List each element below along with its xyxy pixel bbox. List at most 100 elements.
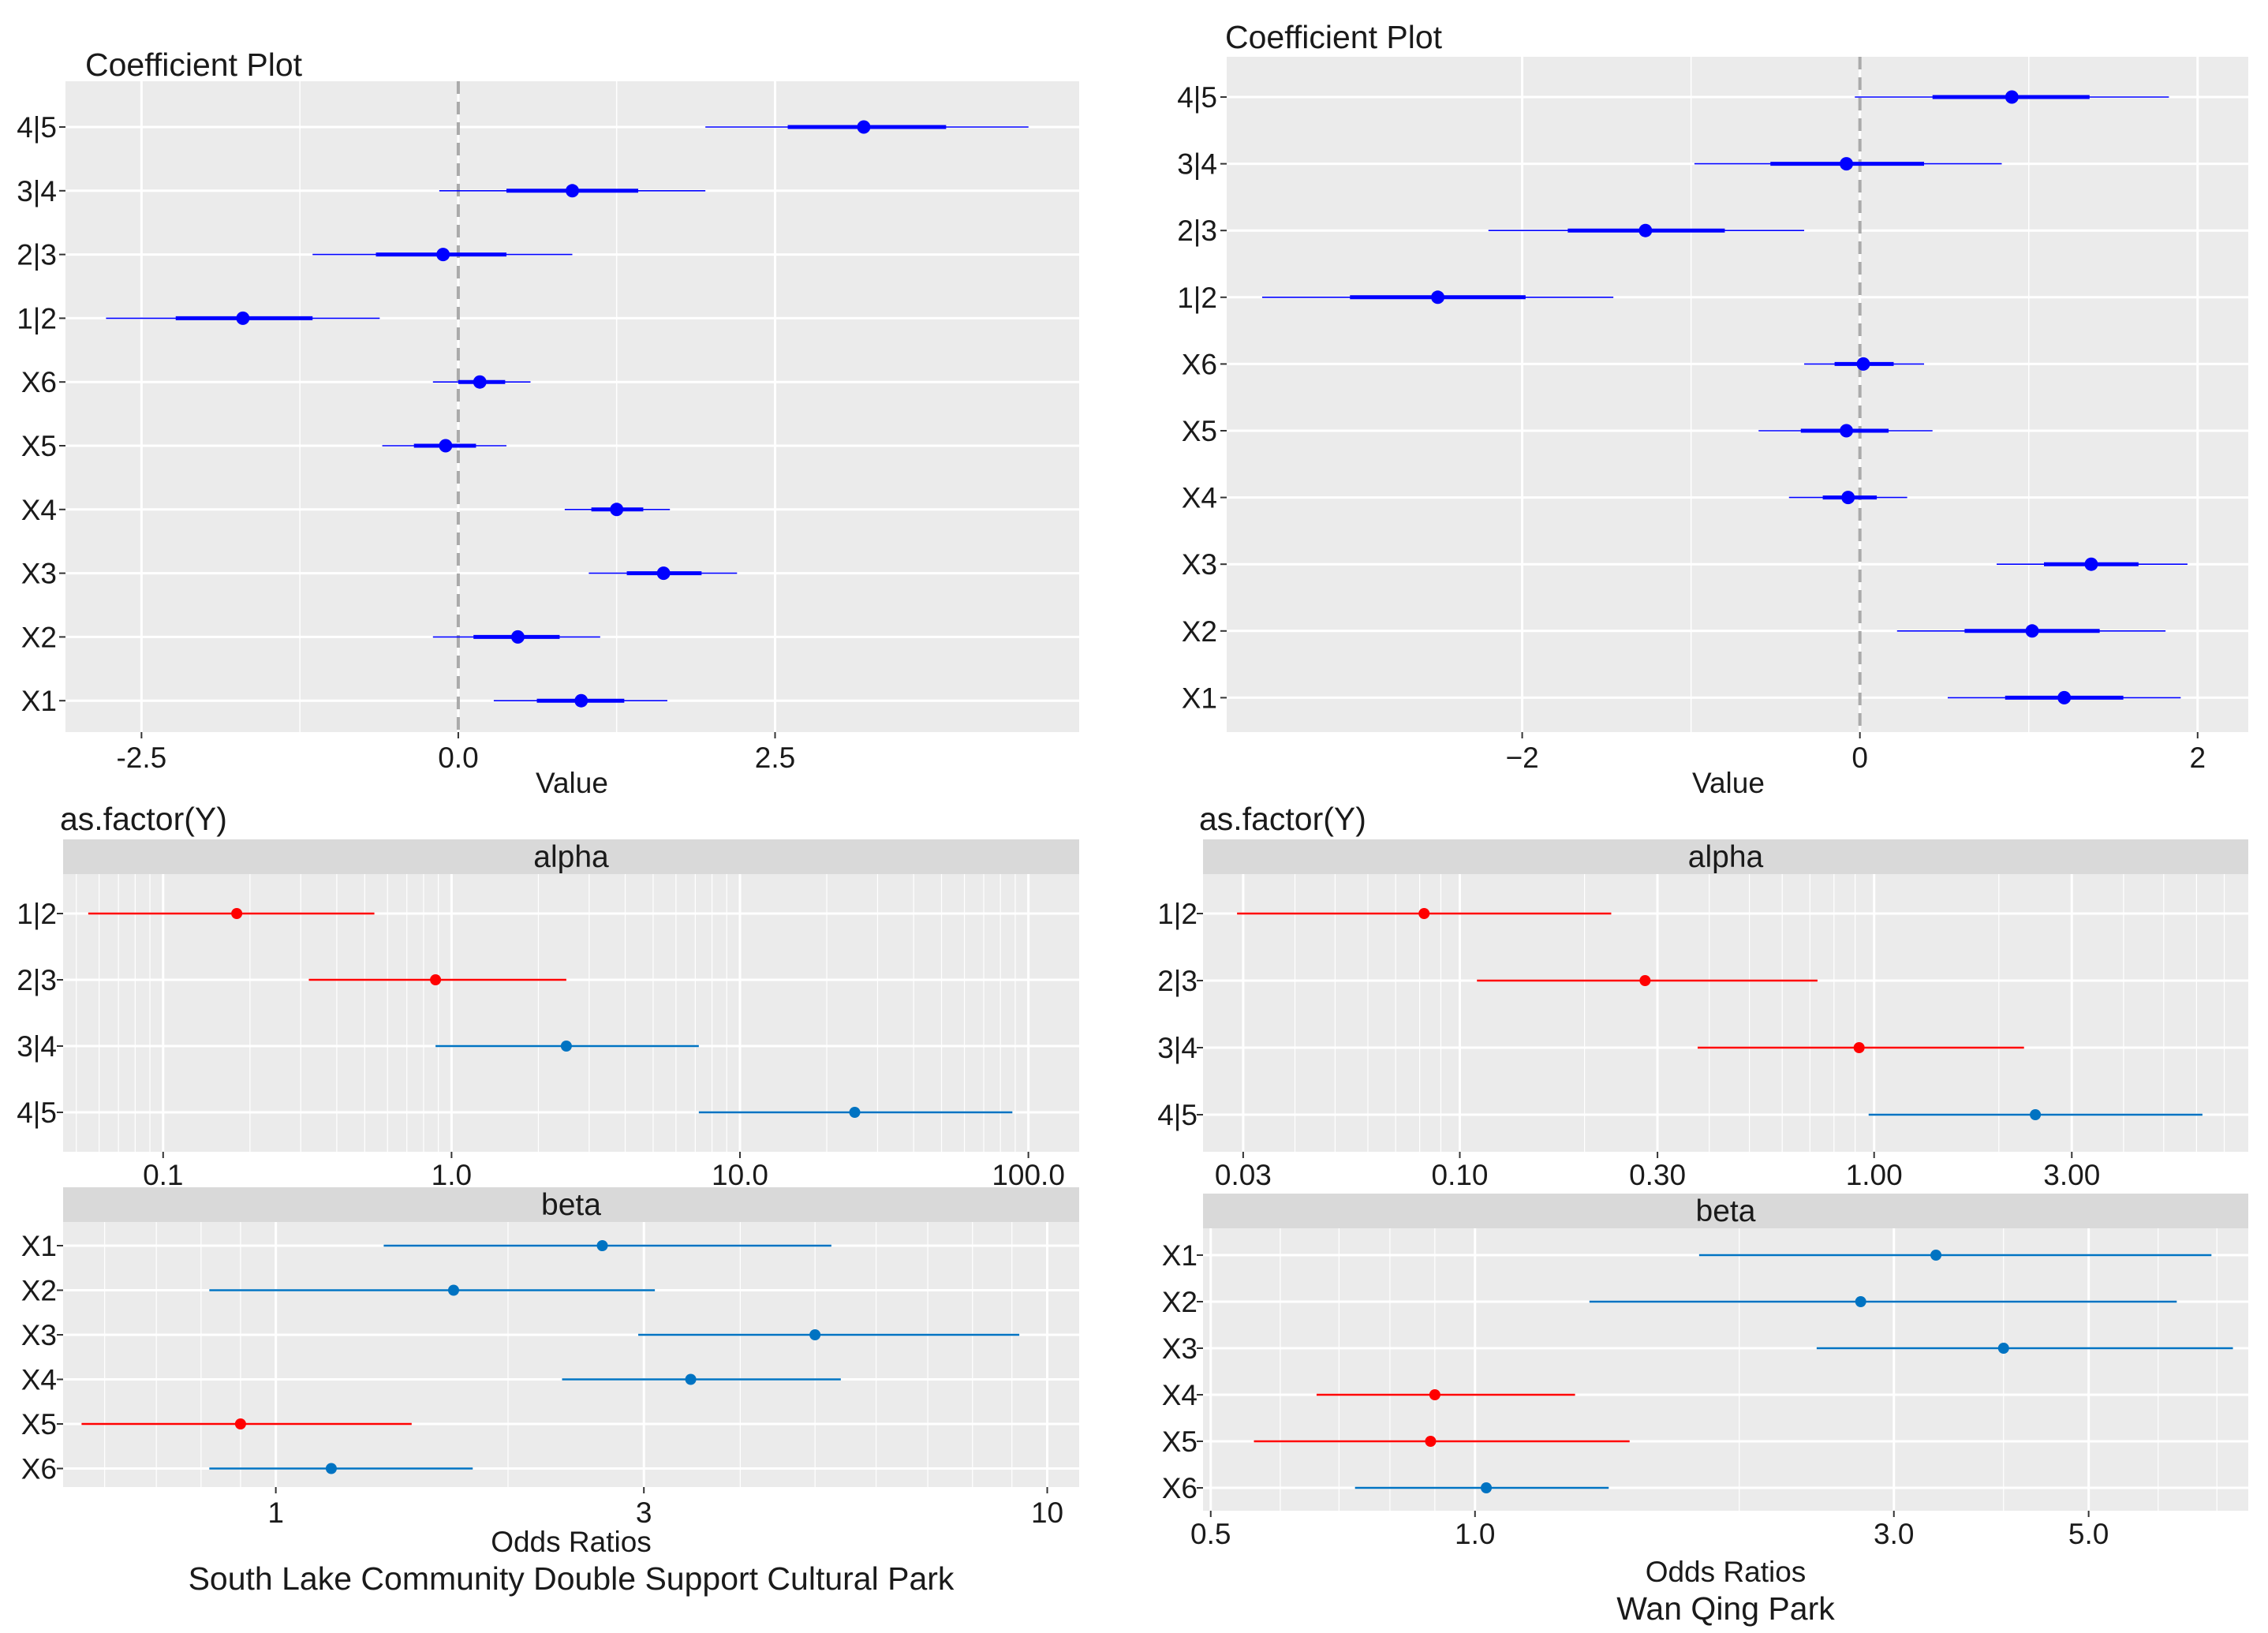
odds-estimate-point bbox=[560, 1041, 572, 1052]
odds-estimate-point bbox=[809, 1329, 821, 1340]
estimate-point bbox=[439, 439, 453, 453]
y-tick-label: 4|5 bbox=[1177, 81, 1217, 114]
y-tick-label: 3|4 bbox=[17, 175, 57, 207]
x-tick-label: 0.30 bbox=[1629, 1159, 1686, 1191]
y-tick-label: X4 bbox=[21, 1364, 57, 1396]
x-tick-label: 0 bbox=[1851, 742, 1868, 774]
facet-strip-label: beta bbox=[1696, 1194, 1756, 1228]
odds-ratio-plot-2: as.factor(Y) alpha 1|2 2|3 3|4 4|5 0.03 0.10 0.3… bbox=[1157, 801, 2248, 1627]
facet-panel bbox=[1203, 874, 2248, 1152]
x-tick-label: 0.10 bbox=[1432, 1159, 1489, 1191]
x-tick-label: 2.5 bbox=[755, 742, 795, 774]
x-axis-title: Value bbox=[1692, 767, 1765, 799]
odds-estimate-point bbox=[234, 1418, 246, 1429]
legend-title: as.factor(Y) bbox=[60, 801, 227, 837]
y-tick-label: 3|4 bbox=[17, 1030, 57, 1063]
y-tick-label: X5 bbox=[21, 430, 57, 462]
facet-alpha: alpha 1|2 2|3 3|4 4|5 0.1 1.0 10.0 100.0 bbox=[17, 839, 1079, 1191]
y-tick-label: 1|2 bbox=[1177, 282, 1217, 314]
y-tick-label: X3 bbox=[1182, 548, 1217, 581]
y-tick-label: X6 bbox=[1182, 348, 1217, 380]
x-tick-label: -2.5 bbox=[116, 742, 166, 774]
y-tick-label: X4 bbox=[1162, 1379, 1198, 1411]
y-tick-label: 4|5 bbox=[17, 1097, 57, 1129]
y-tick-label: X4 bbox=[1182, 482, 1217, 514]
odds-estimate-point bbox=[1855, 1296, 1866, 1307]
y-tick-label: X3 bbox=[21, 1319, 57, 1351]
facet-panel bbox=[63, 874, 1079, 1152]
estimate-point bbox=[1431, 290, 1445, 305]
odds-estimate-point bbox=[2030, 1109, 2042, 1120]
y-tick-label: 1|2 bbox=[17, 898, 57, 930]
odds-estimate-point bbox=[447, 1284, 459, 1296]
plot-title: Coefficient Plot bbox=[85, 47, 303, 83]
estimate-point bbox=[2084, 557, 2098, 571]
y-tick-label: X6 bbox=[21, 1453, 57, 1485]
y-tick-label: X3 bbox=[1162, 1332, 1198, 1365]
odds-estimate-point bbox=[430, 974, 442, 985]
y-tick-label: X4 bbox=[21, 494, 57, 526]
odds-estimate-point bbox=[1639, 975, 1651, 986]
estimate-point bbox=[2025, 624, 2039, 638]
x-axis-title: Odds Ratios bbox=[1646, 1556, 1807, 1588]
facet-beta: beta X1 X2 X3 X4 X5 X6 1 3 10 bbox=[21, 1187, 1079, 1529]
estimate-point bbox=[610, 503, 624, 517]
estimate-point bbox=[566, 184, 579, 198]
odds-estimate-point bbox=[685, 1373, 697, 1385]
odds-estimate-point bbox=[1418, 908, 1430, 919]
y-tick-label: X5 bbox=[21, 1408, 57, 1441]
odds-estimate-point bbox=[1429, 1389, 1440, 1400]
y-tick-label: X5 bbox=[1182, 415, 1217, 447]
estimate-point bbox=[236, 311, 250, 325]
legend-title: as.factor(Y) bbox=[1199, 801, 1366, 837]
odds-ratio-plot-1: as.factor(Y) alpha 1|2 2|3 3|4 4|5 0.1 1.0 10.0 1… bbox=[17, 801, 1079, 1597]
y-tick-label: X6 bbox=[1162, 1472, 1198, 1504]
estimate-point bbox=[1638, 223, 1653, 237]
y-tick-label: 1|2 bbox=[17, 302, 57, 334]
y-tick-label: X1 bbox=[1182, 682, 1217, 714]
facet-panel bbox=[63, 1222, 1079, 1487]
x-tick-label: 1 bbox=[267, 1497, 284, 1529]
y-tick-label: 3|4 bbox=[1177, 148, 1217, 181]
x-tick-label: −2 bbox=[1505, 742, 1538, 774]
facet-strip-label: alpha bbox=[533, 840, 609, 874]
facet-strip bbox=[63, 1187, 1079, 1222]
x-tick-label: 2 bbox=[2189, 742, 2206, 774]
y-tick-label: X3 bbox=[21, 558, 57, 590]
x-tick-label: 3.00 bbox=[2043, 1159, 2100, 1191]
estimate-point bbox=[2005, 90, 2019, 104]
estimate-point bbox=[1841, 491, 1855, 505]
facet-beta: beta X1 X2 X3 X4 X5 X6 0.5 1.0 3.0 5.0 bbox=[1162, 1194, 2248, 1550]
facet-strip bbox=[63, 839, 1079, 874]
facet-strip-label: beta bbox=[541, 1188, 601, 1222]
x-tick-label: 1.0 bbox=[432, 1159, 472, 1191]
coef-plot-1: 4|5 3|4 2|3 1|2 X6 X5 X4 X3 X2 X1 -2.5 0.0 2.5 Coeffi… bbox=[17, 47, 1079, 799]
x-tick-label: 10 bbox=[1031, 1497, 1063, 1529]
odds-estimate-point bbox=[1481, 1482, 1493, 1493]
y-tick-label: 2|3 bbox=[1157, 965, 1198, 997]
x-tick-label: 10.0 bbox=[712, 1159, 768, 1191]
facet-strip bbox=[1203, 1194, 2248, 1228]
x-tick-label: 5.0 bbox=[2068, 1518, 2109, 1550]
odds-estimate-point bbox=[1425, 1436, 1437, 1447]
x-axis-title: Value bbox=[536, 767, 608, 799]
plot-caption: Wan Qing Park bbox=[1616, 1590, 1835, 1627]
odds-estimate-point bbox=[231, 908, 243, 919]
y-tick-label: 3|4 bbox=[1157, 1032, 1198, 1064]
plot-panel bbox=[1227, 57, 2248, 732]
y-tick-label: X5 bbox=[1162, 1426, 1198, 1458]
y-tick-label: X2 bbox=[21, 621, 57, 653]
facet-strip-label: alpha bbox=[1688, 840, 1764, 874]
x-tick-label: 0.1 bbox=[143, 1159, 183, 1191]
plot-title: Coefficient Plot bbox=[1225, 19, 1443, 55]
x-tick-label: 0.5 bbox=[1190, 1518, 1231, 1550]
x-tick-label: 1.0 bbox=[1455, 1518, 1495, 1550]
estimate-point bbox=[473, 375, 487, 389]
y-tick-label: 2|3 bbox=[17, 964, 57, 996]
y-tick-label: 4|5 bbox=[1157, 1099, 1198, 1131]
odds-estimate-point bbox=[596, 1240, 608, 1251]
x-axis-title: Odds Ratios bbox=[491, 1526, 652, 1558]
estimate-point bbox=[1856, 357, 1870, 371]
x-tick-label: 3 bbox=[636, 1497, 652, 1529]
y-tick-label: 4|5 bbox=[17, 111, 57, 144]
